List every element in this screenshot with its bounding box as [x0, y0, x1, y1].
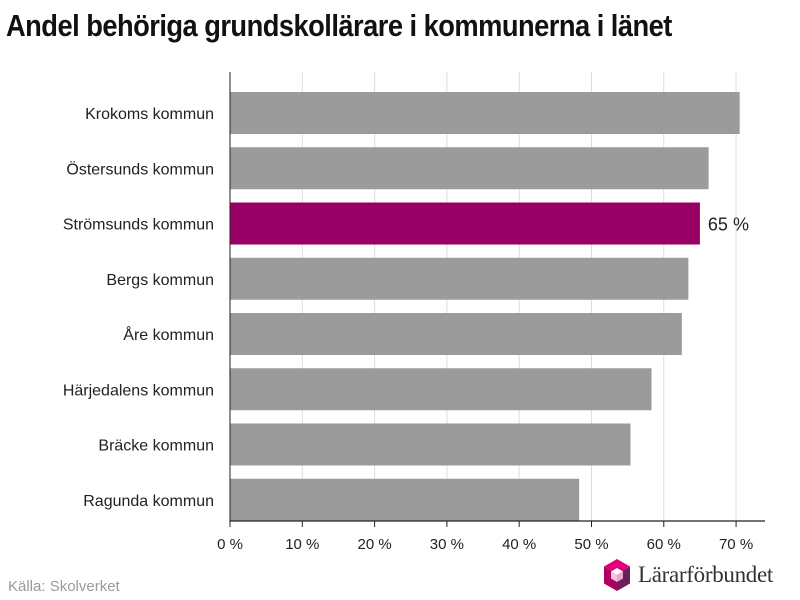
bar-3	[230, 257, 689, 300]
bar-0	[230, 92, 740, 134]
bar-4	[230, 313, 682, 355]
category-label-4: Åre kommun	[123, 325, 214, 344]
category-label-7: Ragunda kommun	[83, 493, 214, 510]
bar-2	[230, 202, 700, 245]
bar-1	[230, 147, 709, 190]
bar-5	[230, 368, 652, 411]
x-tick-label-60: 60 %	[647, 536, 681, 553]
lararforbundet-logo: Lärarförbundet	[602, 557, 773, 593]
x-tick-label-10: 10 %	[285, 536, 319, 553]
lararforbundet-logo-icon	[604, 559, 630, 591]
logo-text: Lärarförbundet	[638, 562, 774, 587]
category-label-1: Östersunds kommun	[66, 160, 214, 178]
category-label-3: Bergs kommun	[106, 272, 214, 289]
bar-7	[230, 478, 580, 521]
bar-6	[230, 423, 631, 466]
x-tick-label-70: 70 %	[719, 536, 753, 553]
category-label-6: Bräcke kommun	[98, 438, 214, 455]
x-tick-label-20: 20 %	[357, 536, 391, 553]
x-tick-label-0: 0 %	[217, 536, 243, 553]
x-tick-label-30: 30 %	[430, 536, 464, 553]
chart-title: Andel behöriga grundskollärare i kommune…	[6, 8, 672, 43]
source-note: Källa: Skolverket	[8, 578, 120, 595]
category-label-2: Strömsunds kommun	[63, 217, 214, 234]
x-tick-label-50: 50 %	[574, 536, 608, 553]
category-label-5: Härjedalens kommun	[63, 382, 214, 399]
x-tick-label-40: 40 %	[502, 536, 536, 553]
data-label-2: 65 %	[708, 215, 749, 235]
category-label-0: Krokoms kommun	[85, 106, 214, 123]
